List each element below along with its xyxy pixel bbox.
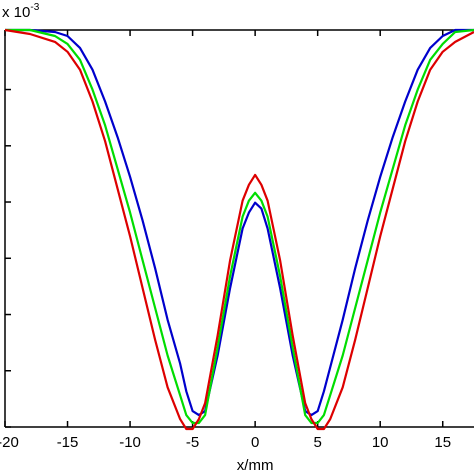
y-axis-multiplier-exponent: -3 — [30, 2, 39, 13]
x-tick-label: 5 — [313, 434, 321, 451]
x-tick-label: 15 — [434, 434, 451, 451]
series-layer — [4, 28, 474, 431]
x-tick-label: 10 — [372, 434, 389, 451]
y-axis-ticks — [5, 88, 11, 428]
x-tick-label: -20 — [0, 434, 19, 451]
series-line-1 — [5, 28, 474, 417]
x-tick-label: -15 — [57, 434, 79, 451]
x-axis-label: x/mm — [237, 457, 274, 474]
x-axis-ticks: -20 -15 -10 -5 0 5 10 15 — [0, 30, 451, 451]
series-line-2 — [5, 28, 474, 425]
x-tick-label: -5 — [186, 434, 199, 451]
plot-area — [4, 29, 474, 428]
series-line-3 — [4, 28, 474, 431]
x-tick-label: -10 — [119, 434, 141, 451]
y-axis-multiplier: x 10-3 — [2, 2, 40, 21]
y-axis-multiplier-base: x 10 — [2, 4, 30, 21]
x-tick-label: 0 — [251, 434, 259, 451]
